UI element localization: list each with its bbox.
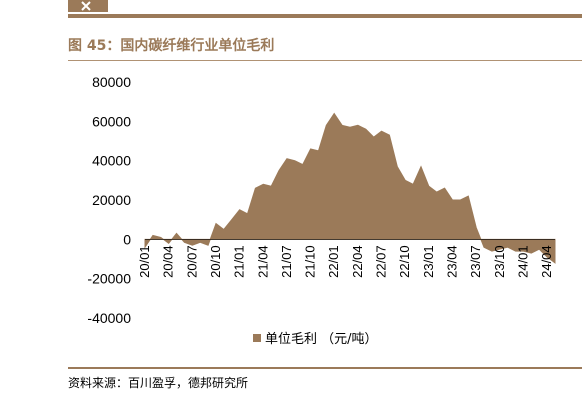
x-tick-label: 21/07 (279, 245, 294, 278)
y-tick-label: 0 (123, 231, 131, 247)
footer-rule (68, 367, 582, 369)
source-note: 资料来源：百川盈孚，德邦研究所 (68, 376, 249, 390)
x-tick-label: 21/04 (255, 245, 270, 278)
y-tick-label: 20000 (92, 192, 131, 208)
x-tick-label: 22/04 (350, 245, 365, 278)
header-rule (68, 14, 582, 18)
y-tick-label: -20000 (87, 271, 131, 287)
y-tick-label: 40000 (92, 153, 131, 169)
x-tick-label: 21/01 (232, 245, 247, 278)
x-tick-label: 23/10 (492, 245, 507, 278)
x-tick-label: 20/01 (137, 245, 152, 278)
legend-swatch (253, 334, 261, 342)
x-tick-label: 20/10 (208, 245, 223, 278)
x-tick-label: 23/01 (421, 245, 436, 278)
x-tick-label: 22/07 (374, 245, 389, 278)
x-tick-label: 21/10 (303, 245, 318, 278)
x-tick-label: 20/04 (161, 245, 176, 278)
series-area (144, 112, 556, 264)
legend-label: 单位毛利 （元/吨） (265, 332, 378, 347)
x-tick-label: 24/01 (515, 245, 530, 278)
y-tick-label: 80000 (92, 74, 131, 90)
x-tick-label: 23/07 (468, 245, 483, 278)
x-tick-label: 20/07 (184, 245, 199, 278)
figure-title: 图 45：国内碳纤维行业单位毛利 (68, 38, 275, 54)
y-tick-label: 60000 (92, 113, 131, 129)
y-tick-label: -40000 (87, 310, 131, 326)
brand-logo-icon (68, 0, 108, 12)
x-tick-label: 24/04 (539, 245, 554, 278)
title-divider (68, 60, 582, 61)
x-tick-label: 22/01 (326, 245, 341, 278)
chart: 80000 60000 40000 20000 0 -20000 -40000 20/01 20… (87, 74, 556, 347)
x-tick-label: 23/04 (445, 245, 460, 278)
x-tick-label: 22/10 (397, 245, 412, 278)
